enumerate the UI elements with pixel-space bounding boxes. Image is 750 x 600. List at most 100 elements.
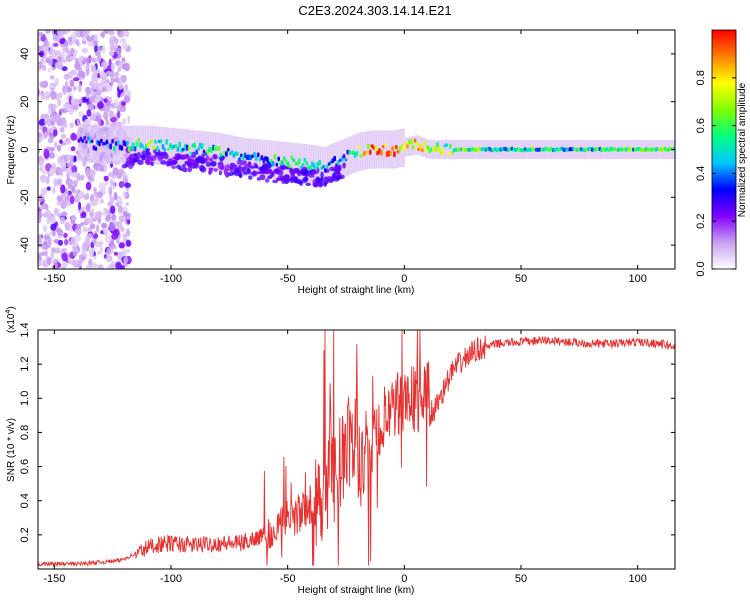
ridge-cell bbox=[449, 143, 452, 149]
ridge-scatter bbox=[223, 168, 228, 176]
ridge-cell bbox=[174, 144, 178, 148]
ridge-cell bbox=[374, 145, 378, 152]
noise-blob bbox=[50, 252, 54, 260]
ridge-scatter bbox=[242, 160, 247, 164]
noise-blob bbox=[68, 179, 74, 186]
noise-blob bbox=[96, 250, 101, 256]
noise-blob bbox=[71, 165, 78, 174]
noise-blob bbox=[79, 174, 85, 179]
ridge-cell bbox=[322, 164, 325, 169]
y-tick-label: 20 bbox=[19, 96, 31, 108]
ridge-cell bbox=[324, 168, 327, 173]
noise-blob bbox=[122, 118, 127, 125]
noise-blob bbox=[104, 235, 112, 243]
noise-blob bbox=[52, 230, 56, 237]
noise-blob bbox=[68, 108, 74, 116]
ridge-halo bbox=[448, 139, 452, 159]
ridge-scatter bbox=[172, 156, 180, 160]
ridge-scatter bbox=[289, 167, 293, 173]
ridge-cell bbox=[98, 140, 101, 147]
ridge-scatter bbox=[267, 168, 273, 173]
noise-blob bbox=[77, 192, 83, 198]
ridge-scatter bbox=[182, 167, 187, 171]
noise-blob bbox=[74, 189, 78, 195]
ridge-scatter bbox=[242, 171, 248, 175]
noise-blob bbox=[65, 54, 73, 62]
ridge-cell bbox=[309, 166, 312, 171]
ridge-cell bbox=[189, 151, 193, 155]
noise-blob bbox=[103, 227, 109, 237]
noise-blob bbox=[117, 200, 124, 206]
ridge-cell bbox=[227, 148, 230, 152]
ridge-halo bbox=[157, 126, 160, 165]
ridge-halo bbox=[201, 131, 205, 170]
noise-blob bbox=[40, 251, 48, 256]
noise-blob bbox=[45, 57, 50, 64]
noise-blob bbox=[71, 186, 76, 194]
noise-blob bbox=[103, 175, 109, 182]
y-tick-label: 0.6 bbox=[19, 459, 31, 474]
ridge-cell bbox=[230, 150, 234, 155]
noise-blob bbox=[102, 73, 108, 79]
ridge-halo bbox=[217, 132, 221, 171]
colorbar-tick-label: 0.2 bbox=[695, 214, 707, 229]
ridge-cell bbox=[325, 164, 329, 169]
noise-blob bbox=[110, 62, 115, 72]
ridge-cell bbox=[81, 139, 84, 143]
ridge-halo bbox=[105, 125, 109, 164]
noise-blob bbox=[121, 101, 126, 107]
ridge-cell bbox=[402, 145, 406, 151]
ridge-cell bbox=[380, 149, 383, 156]
noise-blob bbox=[72, 251, 78, 257]
noise-blob bbox=[78, 70, 85, 78]
ridge-cell bbox=[398, 146, 402, 152]
spectrogram-panel: -150 -100 -50 0 50 100 -40 -20 0 20 40 Height of … bbox=[6, 29, 676, 296]
ridge-cell bbox=[437, 145, 441, 152]
noise-blob bbox=[56, 55, 62, 62]
noise-blob bbox=[126, 215, 131, 221]
ridge-cell bbox=[368, 149, 372, 155]
ridge-cell bbox=[406, 144, 409, 149]
x-tick-label: -150 bbox=[43, 273, 65, 285]
x-tick-label: 50 bbox=[515, 573, 527, 585]
noise-blob bbox=[125, 239, 132, 247]
snr-series-line bbox=[38, 330, 675, 568]
noise-blob bbox=[115, 262, 122, 269]
spectrogram-marks bbox=[38, 30, 675, 269]
noise-blob bbox=[95, 224, 100, 233]
noise-blob bbox=[118, 242, 126, 249]
noise-blob bbox=[38, 138, 42, 143]
ridge-halo bbox=[213, 132, 216, 171]
noise-blob bbox=[65, 154, 71, 161]
ridge-scatter bbox=[137, 159, 144, 166]
ridge-halo bbox=[362, 131, 366, 170]
ridge-scatter bbox=[171, 165, 176, 169]
ridge-halo bbox=[299, 143, 303, 182]
ridge-scatter bbox=[176, 164, 182, 170]
noise-blob bbox=[124, 62, 130, 72]
noise-blob bbox=[76, 172, 81, 182]
ridge-scatter bbox=[172, 159, 178, 165]
noise-blob bbox=[47, 137, 54, 144]
ridge-scatter bbox=[289, 177, 295, 184]
ridge-scatter bbox=[272, 179, 279, 184]
ridge-cell bbox=[333, 155, 336, 162]
snr-y-label: SNR (10 * v/v) bbox=[6, 418, 17, 482]
noise-blob bbox=[122, 30, 130, 37]
ridge-halo bbox=[290, 142, 293, 181]
noise-blob bbox=[95, 112, 100, 116]
noise-blob bbox=[53, 178, 58, 187]
noise-blob bbox=[43, 148, 50, 157]
ridge-halo bbox=[420, 137, 424, 157]
ridge-cell bbox=[395, 145, 398, 150]
ridge-halo bbox=[252, 138, 256, 177]
noise-blob bbox=[61, 252, 68, 262]
snr-x-axis: -150 -100 -50 0 50 100 bbox=[43, 330, 647, 585]
ridge-cell bbox=[148, 141, 152, 145]
x-tick-label: -50 bbox=[280, 573, 296, 585]
noise-blob bbox=[77, 228, 82, 236]
ridge-cell bbox=[273, 154, 277, 160]
ridge-cell bbox=[409, 139, 413, 145]
noise-blob bbox=[75, 98, 83, 105]
noise-blob bbox=[70, 214, 76, 221]
